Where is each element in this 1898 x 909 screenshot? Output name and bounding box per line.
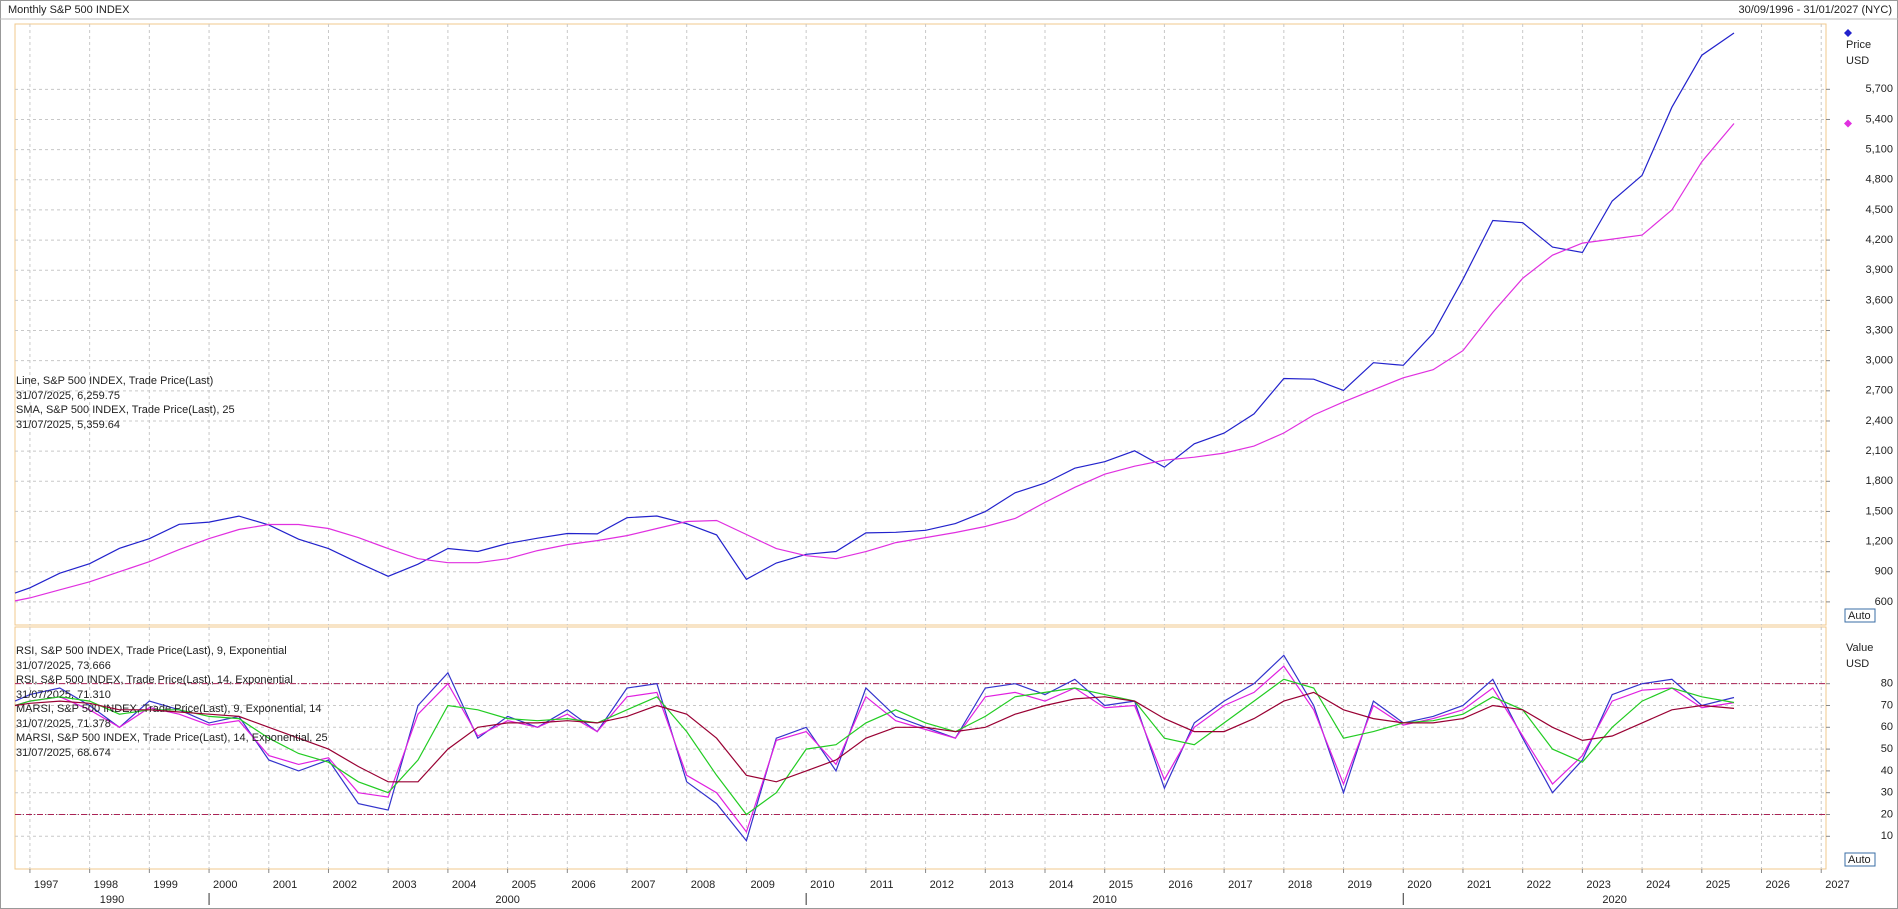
last-value-marker [1844,119,1852,128]
y-tick-label: 5,100 [1865,144,1893,156]
y-tick-label: 900 [1875,566,1893,578]
chart-title: Monthly S&P 500 INDEX [8,4,130,16]
x-tick-label: 2006 [571,879,595,891]
x-tick-label: 2022 [1527,879,1551,891]
legend-last-value: 31/07/2025, 71.378 [16,718,111,730]
y-tick-label: 4,800 [1865,174,1893,186]
x-tick-label: 2023 [1586,879,1610,891]
x-tick-label: 2014 [1049,879,1073,891]
x-tick-label: 2027 [1825,879,1849,891]
legend-label[interactable]: Line, S&P 500 INDEX, Trade Price(Last) [16,375,213,387]
x-group-label: 2020 [1602,894,1626,906]
legend-last-value: 31/07/2025, 5,359.64 [16,419,120,431]
x-tick-label: 1998 [94,879,118,891]
series-line [14,654,1735,842]
y-tick-label: 5,400 [1865,113,1893,125]
x-tick-label: 2025 [1706,879,1730,891]
x-tick-label: 2013 [989,879,1013,891]
y-tick-label: 4,500 [1865,204,1893,216]
legend-last-value: 31/07/2025, 73.666 [16,660,111,672]
scale-mode-box[interactable] [1844,608,1876,623]
series-line [14,665,1735,834]
x-tick-label: 2003 [392,879,416,891]
x-tick-label: 2026 [1766,879,1790,891]
x-tick-label: 2016 [1168,879,1192,891]
y-tick-label: 10 [1881,830,1893,842]
y-tick-label: 4,200 [1865,234,1893,246]
legend-label[interactable]: MARSI, S&P 500 INDEX, Trade Price(Last),… [16,732,328,744]
y-tick-label: 3,000 [1865,355,1893,367]
y-tick-label: 2,400 [1865,415,1893,427]
y-tick-label: 1,800 [1865,475,1893,487]
date-range: 30/09/1996 - 31/01/2027 (NYC) [1739,4,1893,16]
legend-label[interactable]: RSI, S&P 500 INDEX, Trade Price(Last), 1… [16,674,293,686]
y-tick-label: 1,500 [1865,505,1893,517]
x-group-label: 2000 [495,894,519,906]
series-line [14,678,1735,816]
x-tick-label: 2018 [1288,879,1312,891]
x-tick-label: 2002 [332,879,356,891]
scale-mode[interactable]: Auto [1848,854,1871,866]
legend-label[interactable]: RSI, S&P 500 INDEX, Trade Price(Last), 9… [16,645,287,657]
y-tick-label: 3,900 [1865,264,1893,276]
x-tick-label: 2017 [1228,879,1252,891]
x-tick-label: 2020 [1407,879,1431,891]
panel-border [14,626,1827,870]
x-tick-label: 2021 [1467,879,1491,891]
x-tick-label: 2007 [631,879,655,891]
legend-label[interactable]: MARSI, S&P 500 INDEX, Trade Price(Last),… [16,703,322,715]
legend-last-value: 31/07/2025, 68.674 [16,747,111,759]
y-tick-label: 40 [1881,765,1893,777]
x-tick-label: 2004 [452,879,476,891]
y-tick-label: 80 [1881,678,1893,690]
x-tick-label: 2009 [750,879,774,891]
x-tick-label: 2008 [691,879,715,891]
x-tick-label: 2010 [810,879,834,891]
y-tick-label: 2,700 [1865,385,1893,397]
series-line [14,123,1735,602]
x-tick-label: 2024 [1646,879,1670,891]
y-tick-label: 20 [1881,808,1893,820]
legend-label[interactable]: SMA, S&P 500 INDEX, Trade Price(Last), 2… [16,404,235,416]
x-tick-label: 2019 [1348,879,1372,891]
x-tick-label: 2011 [870,879,894,891]
y-tick-label: 60 [1881,721,1893,733]
scale-mode[interactable]: Auto [1848,610,1871,622]
series-line [14,32,1735,594]
y-axis-unit: USD [1846,55,1869,67]
legend-last-value: 31/07/2025, 71.310 [16,689,111,701]
x-tick-label: 1999 [153,879,177,891]
y-axis-label: Value [1846,642,1873,654]
legend-last-value: 31/07/2025, 6,259.75 [16,390,120,402]
x-tick-label: 2005 [512,879,536,891]
x-tick-label: 2012 [930,879,954,891]
scale-mode-box[interactable] [1844,852,1876,867]
y-tick-label: 3,600 [1865,294,1893,306]
x-group-label: 1990 [100,894,124,906]
x-tick-label: 2000 [213,879,237,891]
y-tick-label: 3,300 [1865,324,1893,336]
x-tick-label: 2015 [1109,879,1133,891]
y-tick-label: 50 [1881,743,1893,755]
y-tick-label: 70 [1881,699,1893,711]
y-tick-label: 30 [1881,787,1893,799]
x-group-label: 2010 [1092,894,1116,906]
y-tick-label: 600 [1875,596,1893,608]
x-tick-label: 2001 [273,879,297,891]
y-tick-label: 2,100 [1865,445,1893,457]
y-tick-label: 5,700 [1865,83,1893,95]
last-value-marker [1844,29,1852,38]
y-axis-unit: USD [1846,658,1869,670]
y-axis-label: Price [1846,39,1871,51]
x-tick-label: 1997 [34,879,58,891]
series-line [14,691,1735,783]
y-tick-label: 1,200 [1865,535,1893,547]
panel-border [14,23,1827,626]
